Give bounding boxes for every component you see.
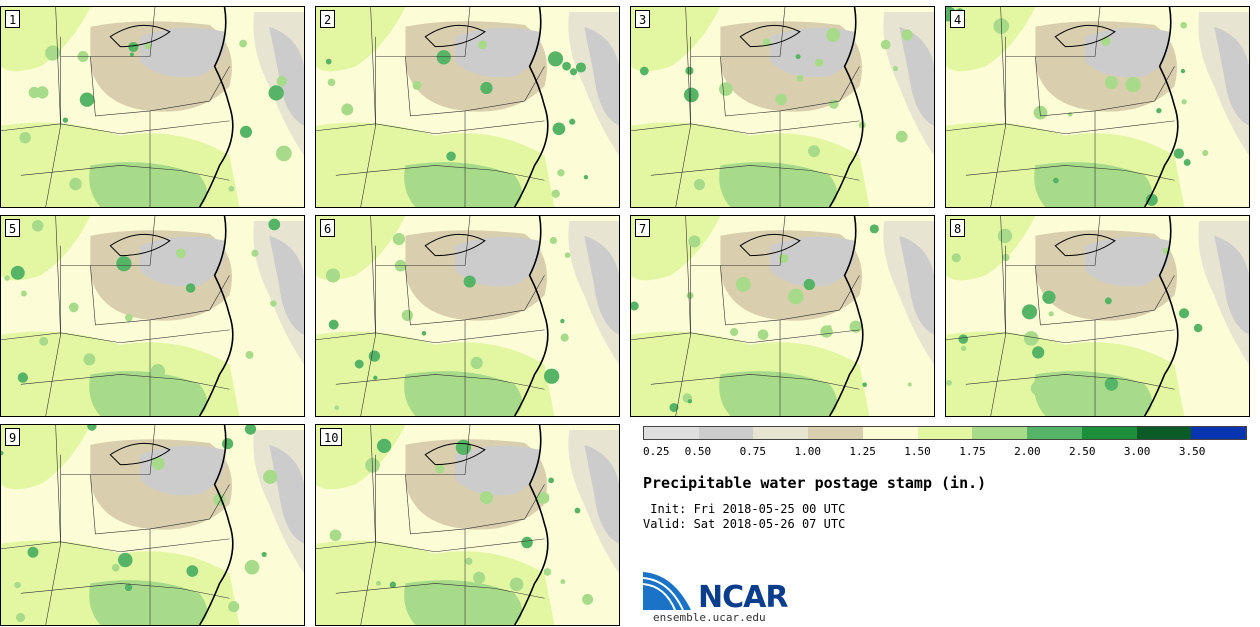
colorbar-segment [862,427,918,439]
postage-stamp-map: 9 [0,424,305,626]
stamp-number: 1 [5,10,21,28]
plot-title: Precipitable water postage stamp (in.) [643,474,987,492]
colorbar-segment [1081,427,1137,439]
stamp-number: 3 [635,10,651,28]
colorbar-segment [972,427,1028,439]
stamp-number: 4 [950,10,966,28]
colorbar-tick-label: 1.00 [794,445,821,458]
stamp-number: 10 [320,428,343,446]
colorbar-segment [1027,427,1082,439]
stamp-number: 7 [635,219,651,237]
colorbar-tick-label: 3.50 [1178,445,1206,458]
colorbar-tick-label: 0.50 [684,445,712,458]
colorbar-segment [917,427,973,439]
colorbar-segment [698,427,754,439]
colorbar-tick-label: 1.25 [849,445,876,458]
ncar-logo-text: NCAR [698,580,788,615]
colorbar-segment [753,427,809,439]
colorbar-tick-label: 2.00 [1014,445,1041,458]
colorbar-tick-label: 2.50 [1069,445,1096,458]
postage-stamp-map: 3 [630,6,935,208]
valid-time: Valid: Sat 2018-05-26 07 UTC [643,517,846,531]
colorbar-tick-label: 1.75 [959,445,986,458]
stamp-number: 6 [320,219,336,237]
postage-stamp-map: 10 [315,424,620,626]
stamp-number: 5 [5,219,21,237]
postage-stamp-map: 1 [0,6,305,208]
postage-stamp-map: 6 [315,215,620,417]
colorbar-tick-label: 0.25 [643,445,670,458]
colorbar-segment [1136,427,1192,439]
colorbar-tick-label: 1.50 [904,445,931,458]
colorbar-labels: 0.25 0.50 0.75 1.00 1.25 1.50 1.75 2.00 2.50 3.00… [643,445,1247,459]
postage-stamp-map: 7 [630,215,935,417]
postage-stamp-map: 5 [0,215,305,417]
postage-stamp-map: 8 [945,215,1250,417]
colorbar-segment [808,427,863,439]
colorbar [643,426,1247,440]
postage-stamp-map: 4 [945,6,1250,208]
site-url: ensemble.ucar.edu [653,611,766,624]
colorbar-segment [1191,427,1247,439]
colorbar-tick-label: 0.75 [739,445,767,458]
colorbar-tick-label: 3.00 [1123,445,1151,458]
stamp-number: 9 [5,428,21,446]
postage-stamp-map: 2 [315,6,620,208]
ncar-logo-icon [643,572,691,611]
stamp-number: 8 [950,219,966,237]
stamp-number: 2 [320,10,336,28]
init-time: Init: Fri 2018-05-25 00 UTC [643,502,846,516]
colorbar-segment [644,427,699,439]
